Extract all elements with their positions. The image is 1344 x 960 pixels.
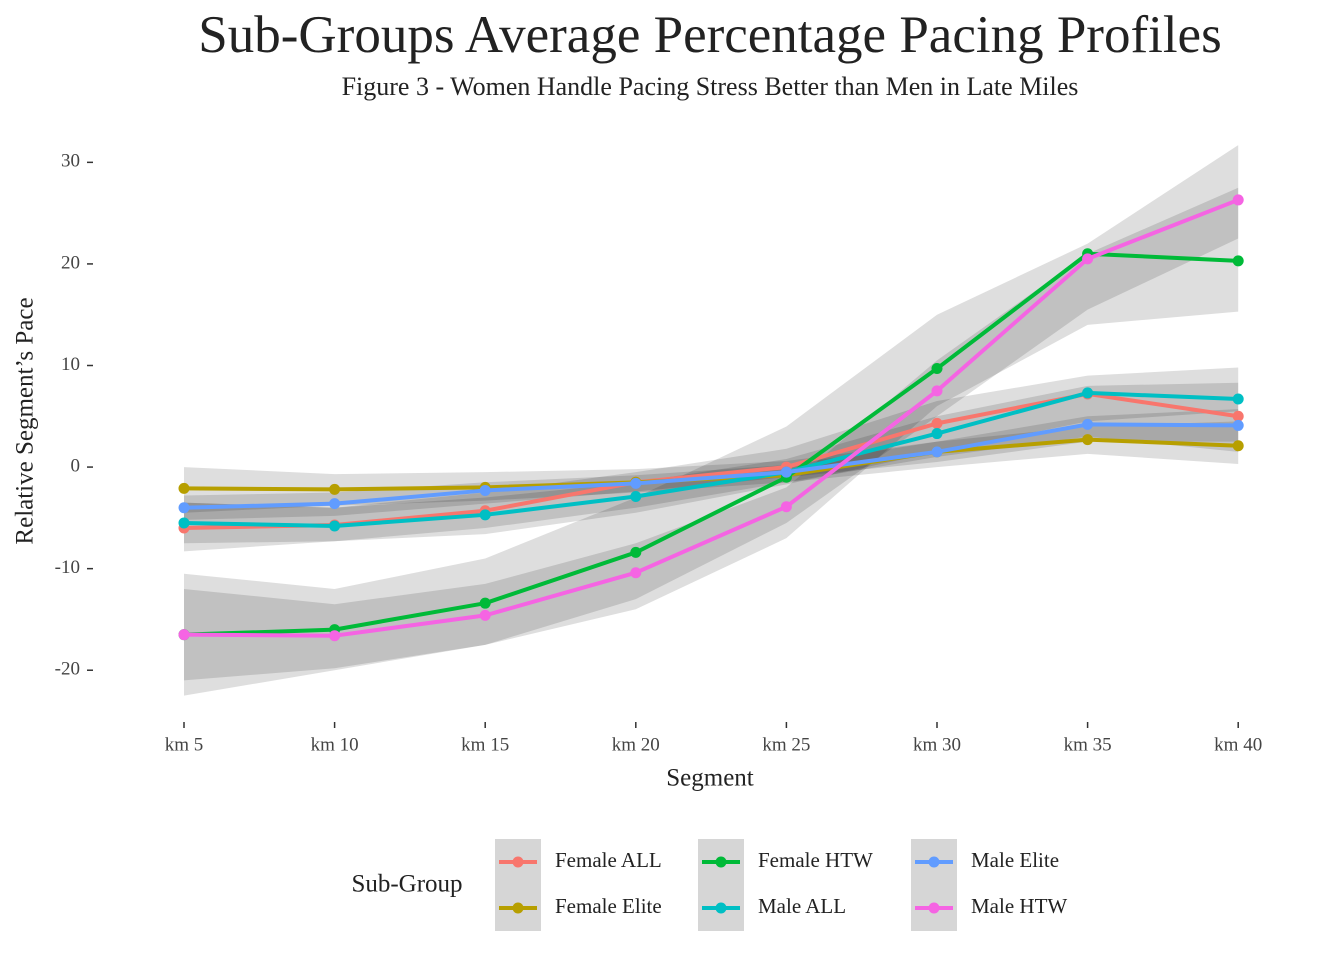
y-tick-label: 20 [61, 252, 80, 273]
legend-label: Male ALL [758, 894, 846, 918]
data-point [1232, 255, 1244, 267]
chart-subtitle: Figure 3 - Women Handle Pacing Stress Be… [342, 72, 1079, 101]
legend-key-point [928, 856, 940, 868]
x-tick-label: km 25 [762, 734, 810, 755]
data-point [780, 466, 792, 478]
legend-label: Male Elite [971, 848, 1059, 872]
y-tick-label: 0 [71, 455, 81, 476]
x-tick-label: km 30 [913, 734, 961, 755]
data-point [329, 520, 341, 532]
data-point [1082, 434, 1094, 446]
data-point [931, 363, 943, 375]
series-line [183, 422, 1239, 510]
legend-key-point [715, 902, 727, 914]
data-point [329, 630, 341, 642]
confidence-band [184, 367, 1239, 552]
data-point [479, 597, 491, 609]
data-point [630, 567, 642, 579]
data-point [329, 483, 341, 495]
x-axis-label: Segment [666, 765, 754, 792]
data-point [931, 385, 943, 397]
data-point [178, 502, 190, 514]
data-point [1232, 410, 1244, 422]
y-tick-label: -20 [55, 659, 80, 680]
y-axis-label: Relative Segment’s Pace [12, 297, 39, 544]
x-tick-label: km 5 [165, 734, 204, 755]
data-point [1082, 418, 1094, 430]
legend-key-point [512, 902, 524, 914]
data-point [931, 446, 943, 458]
legend-label: Female ALL [555, 848, 662, 872]
legend-key-point [715, 856, 727, 868]
x-tick-label: km 10 [311, 734, 359, 755]
x-tick-label: km 15 [461, 734, 509, 755]
data-point [329, 498, 341, 510]
chart-title: Sub-Groups Average Percentage Pacing Pro… [198, 6, 1221, 64]
legend-title: Sub-Group [351, 871, 462, 898]
data-point [780, 501, 792, 513]
data-point [630, 546, 642, 558]
confidence-band [184, 145, 1239, 696]
series-line [183, 390, 1239, 528]
x-tick-label: km 20 [612, 734, 660, 755]
legend-label: Male HTW [971, 894, 1067, 918]
data-point [630, 477, 642, 489]
data-point [931, 417, 943, 429]
x-tick-label: km 35 [1064, 734, 1112, 755]
legend-key-point [928, 902, 940, 914]
y-tick-label: -10 [55, 557, 80, 578]
data-point [931, 428, 943, 440]
data-point [1082, 253, 1094, 265]
data-point [178, 629, 190, 641]
data-point [630, 491, 642, 503]
data-point [178, 517, 190, 529]
data-point [479, 484, 491, 496]
data-point [1232, 440, 1244, 452]
data-point [479, 509, 491, 521]
data-point [1232, 194, 1244, 206]
legend-label: Female HTW [758, 848, 873, 872]
x-tick-label: km 40 [1214, 734, 1262, 755]
data-point [1232, 419, 1244, 431]
data-point [178, 482, 190, 494]
y-tick-label: 10 [61, 354, 80, 375]
legend-label: Female Elite [555, 894, 662, 918]
legend-key-point [512, 856, 524, 868]
data-point [1232, 393, 1244, 405]
data-point [479, 609, 491, 621]
data-point [1082, 387, 1094, 399]
series-line [183, 198, 1239, 638]
y-tick-label: 30 [61, 151, 80, 172]
series-line [183, 251, 1239, 637]
